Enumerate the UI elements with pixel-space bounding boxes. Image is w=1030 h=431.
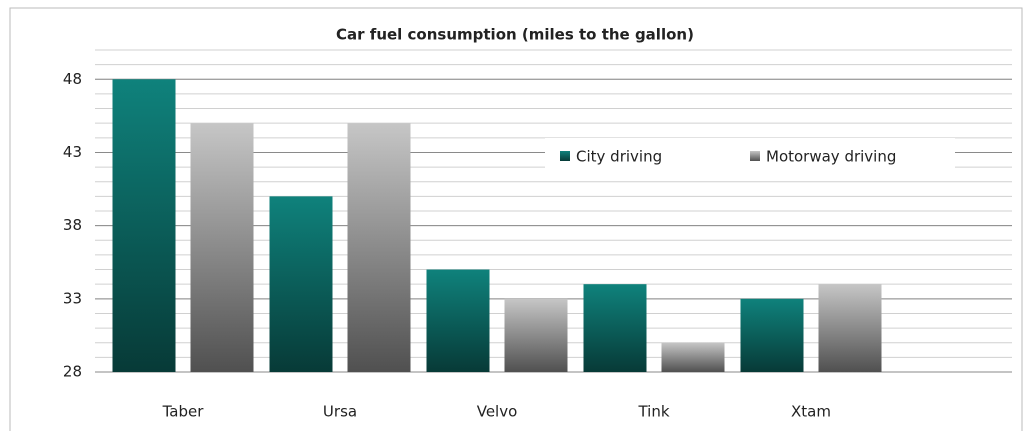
x-tick-label: Tink (637, 403, 669, 421)
bar (583, 284, 647, 372)
x-tick-label: Velvo (477, 403, 518, 421)
bars: Taber Ursa Velvo Tink Xtam (112, 79, 882, 421)
bar (818, 284, 882, 372)
bar (426, 269, 490, 372)
legend-swatch (560, 151, 570, 161)
y-tick-label: 38 (63, 216, 82, 234)
bar (740, 298, 804, 372)
bar (347, 123, 411, 372)
bar (661, 342, 725, 372)
x-tick-label: Xtam (791, 403, 831, 421)
x-tick-label: Ursa (323, 403, 357, 421)
y-tick-label: 33 (63, 289, 82, 307)
bar (269, 196, 333, 372)
bar (190, 123, 254, 372)
y-tick-label: 43 (63, 143, 82, 161)
chart-title: Car fuel consumption (miles to the gallo… (336, 26, 694, 44)
legend-label: Motorway driving (766, 148, 896, 166)
y-tick-label: 28 (63, 363, 82, 381)
y-tick-label: 48 (63, 70, 82, 88)
legend: City driving Motorway driving (560, 148, 896, 166)
legend-swatch (750, 151, 760, 161)
bar (504, 298, 568, 372)
bar (112, 79, 176, 372)
x-tick-label: Taber (162, 403, 205, 421)
legend-label: City driving (576, 148, 662, 166)
